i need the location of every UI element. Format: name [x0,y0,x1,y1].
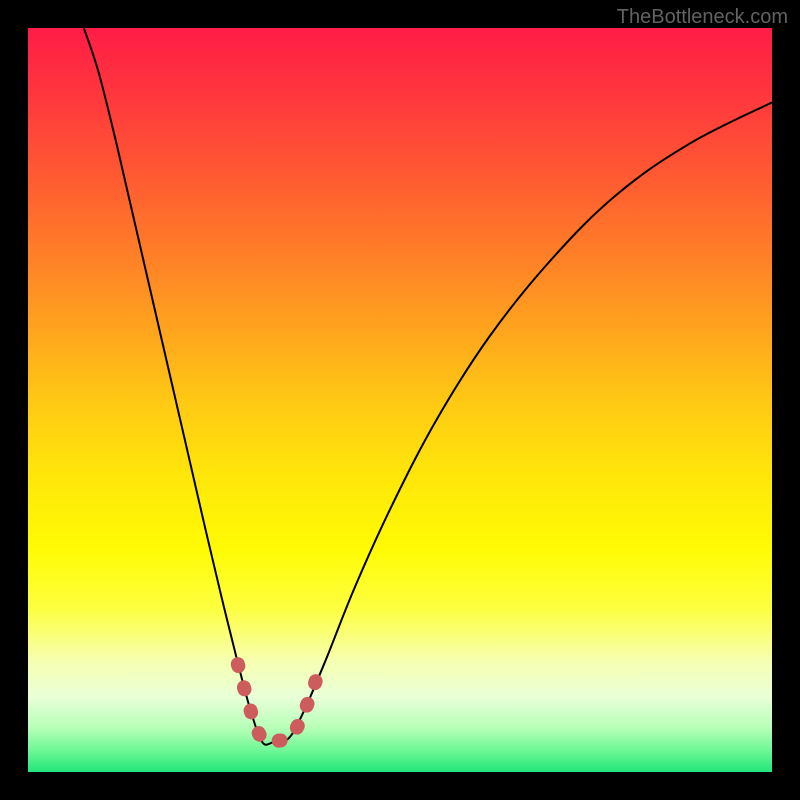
plot-background [28,28,772,772]
watermark-text: TheBottleneck.com [617,6,788,29]
bottleneck-chart [0,0,800,800]
